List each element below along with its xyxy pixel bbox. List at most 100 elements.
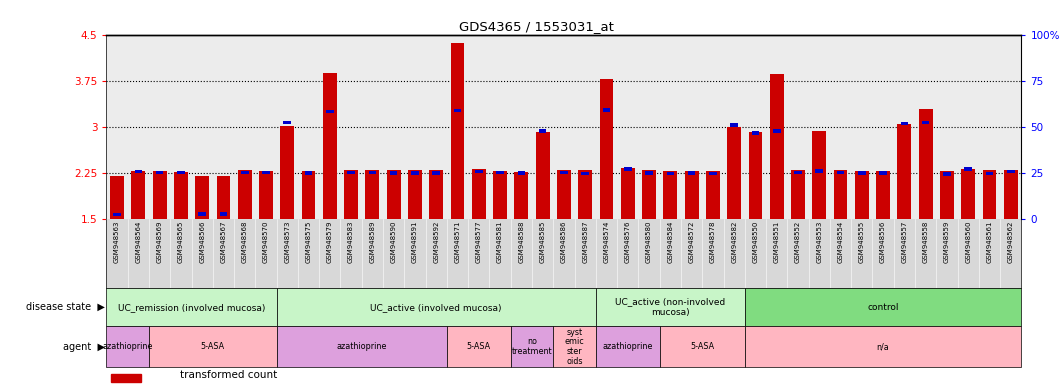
Text: GSM948561: GSM948561 (986, 221, 993, 263)
Text: GSM948577: GSM948577 (476, 221, 482, 263)
Bar (277, 288, 596, 326)
Bar (553, 326, 596, 367)
Bar (730, 123, 738, 127)
Bar (153, 171, 166, 219)
Bar (111, 374, 142, 382)
Text: 5-ASA: 5-ASA (201, 342, 225, 351)
Bar (538, 129, 547, 133)
Text: azathioprine: azathioprine (102, 342, 153, 351)
Bar (624, 167, 632, 171)
Bar (304, 171, 313, 174)
Bar (219, 212, 228, 216)
Bar (453, 109, 462, 113)
Bar (106, 326, 149, 367)
Bar (131, 171, 145, 219)
Bar (964, 167, 972, 171)
Bar (985, 172, 994, 175)
Text: GSM948551: GSM948551 (774, 221, 780, 263)
Bar (918, 109, 932, 219)
Text: UC_remission (involved mucosa): UC_remission (involved mucosa) (118, 303, 265, 312)
Bar (198, 212, 206, 216)
Bar (900, 122, 909, 125)
Text: GSM948586: GSM948586 (561, 221, 567, 263)
Text: GSM948592: GSM948592 (433, 221, 439, 263)
Text: GSM948560: GSM948560 (965, 221, 971, 263)
Bar (283, 121, 292, 124)
Text: GSM948563: GSM948563 (114, 221, 120, 263)
Bar (472, 169, 485, 219)
Bar (815, 169, 824, 173)
Text: GSM948588: GSM948588 (518, 221, 525, 263)
Text: GSM948570: GSM948570 (263, 221, 269, 263)
Text: n/a: n/a (877, 342, 890, 351)
Text: GSM948572: GSM948572 (688, 221, 695, 263)
Text: 5-ASA: 5-ASA (691, 342, 714, 351)
Bar (511, 326, 553, 367)
Text: GSM948576: GSM948576 (625, 221, 631, 263)
Text: GSM948589: GSM948589 (369, 221, 376, 263)
Bar (666, 172, 675, 175)
Bar (237, 170, 251, 219)
Bar (387, 170, 400, 219)
Bar (447, 326, 511, 367)
Text: control: control (867, 303, 899, 312)
Text: GSM948578: GSM948578 (710, 221, 716, 263)
Bar (876, 171, 890, 219)
Text: GSM948553: GSM948553 (816, 221, 822, 263)
Text: GSM948574: GSM948574 (603, 221, 610, 263)
Bar (389, 171, 398, 174)
Bar (326, 110, 334, 113)
Bar (408, 170, 421, 219)
Text: GSM948550: GSM948550 (752, 221, 759, 263)
Bar (660, 326, 745, 367)
Bar (745, 326, 1021, 367)
Bar (496, 170, 504, 174)
Bar (748, 132, 762, 219)
Bar (368, 170, 377, 174)
Bar (111, 177, 123, 219)
Text: GSM948564: GSM948564 (135, 221, 142, 263)
Text: GSM948583: GSM948583 (348, 221, 354, 263)
Bar (556, 170, 570, 219)
Bar (727, 127, 741, 219)
Bar (429, 170, 443, 219)
Text: UC_active (non-involved
mucosa): UC_active (non-involved mucosa) (615, 298, 726, 317)
Bar (858, 171, 866, 174)
Bar (596, 326, 660, 367)
Bar (280, 126, 294, 219)
Text: disease state  ▶: disease state ▶ (27, 302, 105, 312)
Bar (581, 172, 589, 175)
Bar (751, 131, 760, 134)
Text: GSM948556: GSM948556 (880, 221, 886, 263)
Bar (177, 170, 185, 174)
Bar (560, 170, 568, 174)
Bar (833, 170, 847, 219)
Bar (366, 170, 379, 219)
Bar (709, 172, 717, 175)
Text: 5-ASA: 5-ASA (467, 342, 491, 351)
Bar (196, 177, 209, 219)
Text: GSM948554: GSM948554 (837, 221, 844, 263)
Text: azathioprine: azathioprine (336, 342, 387, 351)
Bar (745, 288, 1021, 326)
Bar (514, 172, 528, 219)
Bar (173, 172, 187, 219)
Bar (897, 124, 911, 219)
Text: GSM948573: GSM948573 (284, 221, 290, 263)
Bar (642, 170, 655, 219)
Bar (854, 171, 868, 219)
Bar (347, 170, 355, 174)
Bar (943, 172, 951, 176)
Bar (149, 326, 277, 367)
Bar (302, 171, 315, 219)
Text: GSM948590: GSM948590 (390, 221, 397, 263)
Text: GSM948585: GSM948585 (539, 221, 546, 263)
Bar (345, 170, 358, 219)
Bar (687, 171, 696, 174)
Text: GSM948569: GSM948569 (156, 221, 163, 263)
Title: GDS4365 / 1553031_at: GDS4365 / 1553031_at (459, 20, 614, 33)
Text: GSM948555: GSM948555 (859, 221, 865, 263)
Text: GSM948587: GSM948587 (582, 221, 588, 263)
Bar (517, 171, 526, 174)
Bar (879, 171, 887, 174)
